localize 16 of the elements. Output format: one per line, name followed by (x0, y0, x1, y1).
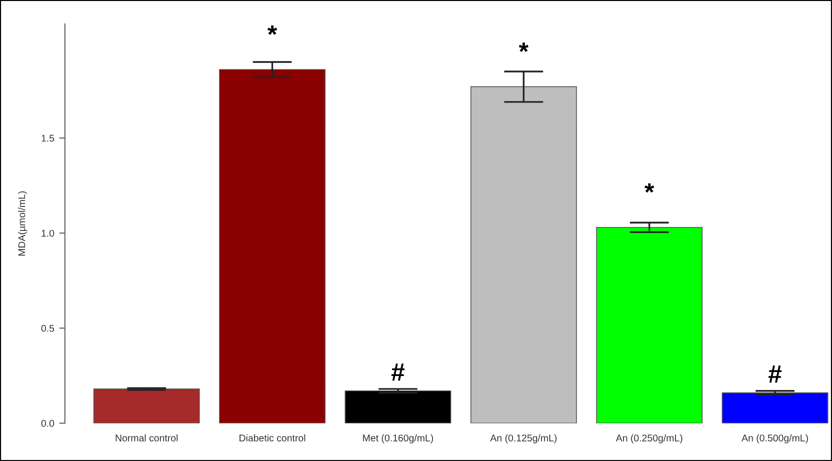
x-tick-label: Met (0.160g/mL) (363, 434, 434, 444)
x-tick-label: An (0.250g/mL) (616, 434, 682, 444)
annotation: # (768, 366, 782, 383)
annotation: * (644, 183, 654, 193)
y-tick-label: 0.5 (41, 324, 54, 332)
y-tick-label: 1.0 (42, 230, 54, 237)
x-tick-label: Diabetic control (240, 434, 306, 442)
annotation: * (267, 26, 278, 35)
y-tick-label: 0.0 (41, 420, 54, 427)
y-tick-label: 1.5 (42, 134, 54, 142)
annotation: * (518, 42, 528, 52)
x-tick-label: An (0.125g/mL) (490, 434, 557, 444)
y-axis-title: MDA(µmol/mL) (18, 191, 28, 256)
annotation: # (391, 364, 405, 381)
x-tick-label: An (0.500g/mL) (742, 434, 808, 444)
x-tick-label: Normal control (116, 434, 178, 442)
